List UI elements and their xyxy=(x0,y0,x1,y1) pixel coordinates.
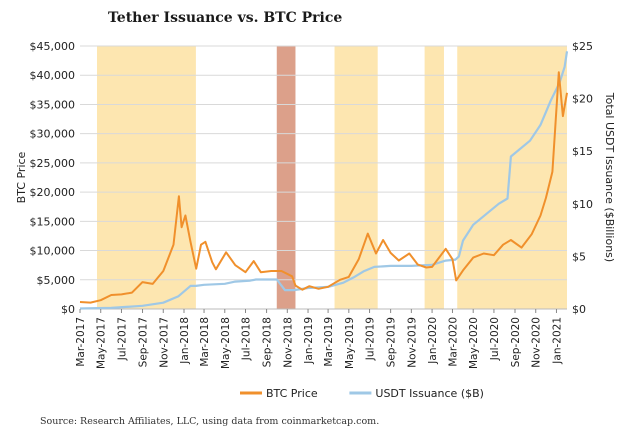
x-tick-label: Jul-2020 xyxy=(489,317,501,361)
x-tick-label: Jan-2021 xyxy=(551,317,563,365)
x-tick-label: Jan-2020 xyxy=(427,317,439,365)
y-tick-label: $45,000 xyxy=(30,40,76,53)
y-tick-label: $5,000 xyxy=(37,274,76,287)
x-tick-label: Jan-2018 xyxy=(179,317,191,365)
y-tick-label: $20,000 xyxy=(30,186,76,199)
series-lines xyxy=(79,51,569,310)
y2-axis-label: Total USDT Issuance ($Billions) xyxy=(603,92,616,262)
shaded-periods xyxy=(96,46,567,309)
x-tick-label: Sep-2018 xyxy=(262,317,274,367)
legend-label: USDT Issuance ($B) xyxy=(375,387,484,400)
x-tick-label: Nov-2019 xyxy=(406,317,418,368)
x-tick-label: May-2020 xyxy=(468,317,480,369)
y-tick-label: $30,000 xyxy=(30,128,76,141)
y2-tick-label: $10 xyxy=(572,198,593,211)
y-tick-label: $25,000 xyxy=(30,157,76,170)
shaded-period-1 xyxy=(96,46,196,309)
legend-label: BTC Price xyxy=(266,387,318,400)
shaded-period-4 xyxy=(424,46,444,309)
y-tick-label: $15,000 xyxy=(30,215,76,228)
y2-tick-label: $20 xyxy=(572,93,593,106)
source-note: Source: Research Affiliates, LLC, using … xyxy=(40,416,380,427)
y-axis-label: BTC Price xyxy=(15,151,28,203)
x-tick-label: Mar-2020 xyxy=(447,317,459,367)
y-tick-label: $40,000 xyxy=(30,69,76,82)
x-tick-label: Sep-2019 xyxy=(386,317,398,367)
y2-tick-label: $15 xyxy=(572,145,593,158)
y-tick-label: $10,000 xyxy=(30,245,76,258)
x-tick-label: Jul-2017 xyxy=(116,317,128,361)
y-tick-label: $0 xyxy=(61,303,75,316)
y2-tick-label: $0 xyxy=(572,303,586,316)
chart-title: Tether Issuance vs. BTC Price xyxy=(108,10,343,26)
x-tick-label: Mar-2017 xyxy=(75,317,87,367)
btc-price-line xyxy=(79,71,568,304)
y2-tick-label: $5 xyxy=(572,250,586,263)
x-tick-label: Sep-2017 xyxy=(138,317,150,367)
usdt-issuance-line xyxy=(79,51,569,310)
x-tick-label: Jul-2019 xyxy=(365,317,377,361)
axes: $0 $5,000 $10,000 $15,000 $20,000 $25,000 $30,… xyxy=(15,40,616,369)
x-tick-label: Nov-2018 xyxy=(282,317,294,368)
y2-tick-label: $25 xyxy=(572,40,593,53)
x-tick-label: May-2018 xyxy=(220,317,232,369)
x-tick-label: May-2019 xyxy=(344,317,356,369)
x-tick-label: Sep-2020 xyxy=(510,317,522,367)
y-tick-label: $35,000 xyxy=(30,98,76,111)
x-tick-label: May-2017 xyxy=(96,317,108,369)
shaded-period-3 xyxy=(334,46,378,309)
x-tick-label: Nov-2017 xyxy=(158,317,170,368)
x-tick-label: Nov-2020 xyxy=(531,317,543,368)
legend: BTC Price USDT Issuance ($B) xyxy=(240,387,484,400)
shaded-period-2 xyxy=(276,46,296,309)
shaded-period-5 xyxy=(457,46,567,309)
gridlines xyxy=(80,45,567,310)
x-tick-label: Jul-2018 xyxy=(241,317,253,361)
x-tick-label: Mar-2018 xyxy=(199,317,211,367)
x-tick-label: Mar-2019 xyxy=(323,317,335,367)
x-tick-label: Jan-2019 xyxy=(303,317,315,365)
